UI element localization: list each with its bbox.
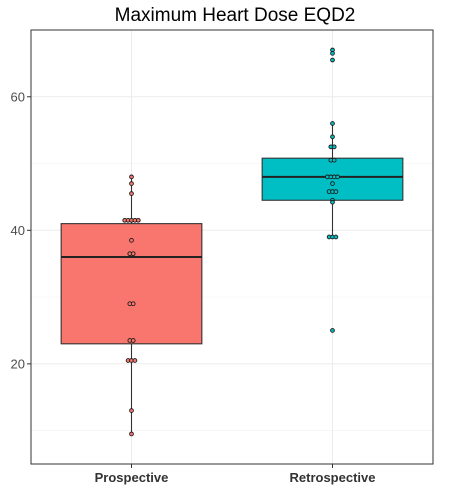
data-point [130,338,136,343]
box-retrospective [261,123,404,237]
data-point [333,234,339,240]
data-point [129,181,134,186]
data-point [331,157,337,163]
data-point [335,174,340,180]
data-point [331,144,337,150]
x-axis: Prospective Retrospective [95,464,376,485]
box-prospective [60,176,203,434]
data-point [135,217,141,223]
y-tick-label: 60 [11,89,25,104]
box-iqr [261,157,404,201]
data-point [129,191,134,196]
data-point [130,301,136,307]
data-point [129,431,134,437]
data-point [330,51,335,56]
box-iqr [60,223,203,345]
data-points [122,47,340,437]
data-point [330,121,335,126]
data-point [330,134,335,140]
x-tick-label: Retrospective [290,470,376,485]
data-point [132,358,138,363]
data-point [330,328,335,333]
boxes [60,123,404,434]
data-point [330,199,335,205]
y-tick-label: 20 [11,356,25,371]
plot-panel-border [30,29,434,465]
chart-title: Maximum Heart Dose EQD2 [115,5,356,26]
data-point [333,189,339,194]
x-tick-label: Prospective [95,470,169,485]
data-point [129,237,134,243]
data-point [129,408,134,413]
data-point [130,251,136,257]
y-tick-label: 40 [11,223,25,238]
data-point [129,174,134,180]
y-axis: 20 40 60 [11,89,31,371]
data-point [330,57,335,63]
data-point [330,181,335,186]
